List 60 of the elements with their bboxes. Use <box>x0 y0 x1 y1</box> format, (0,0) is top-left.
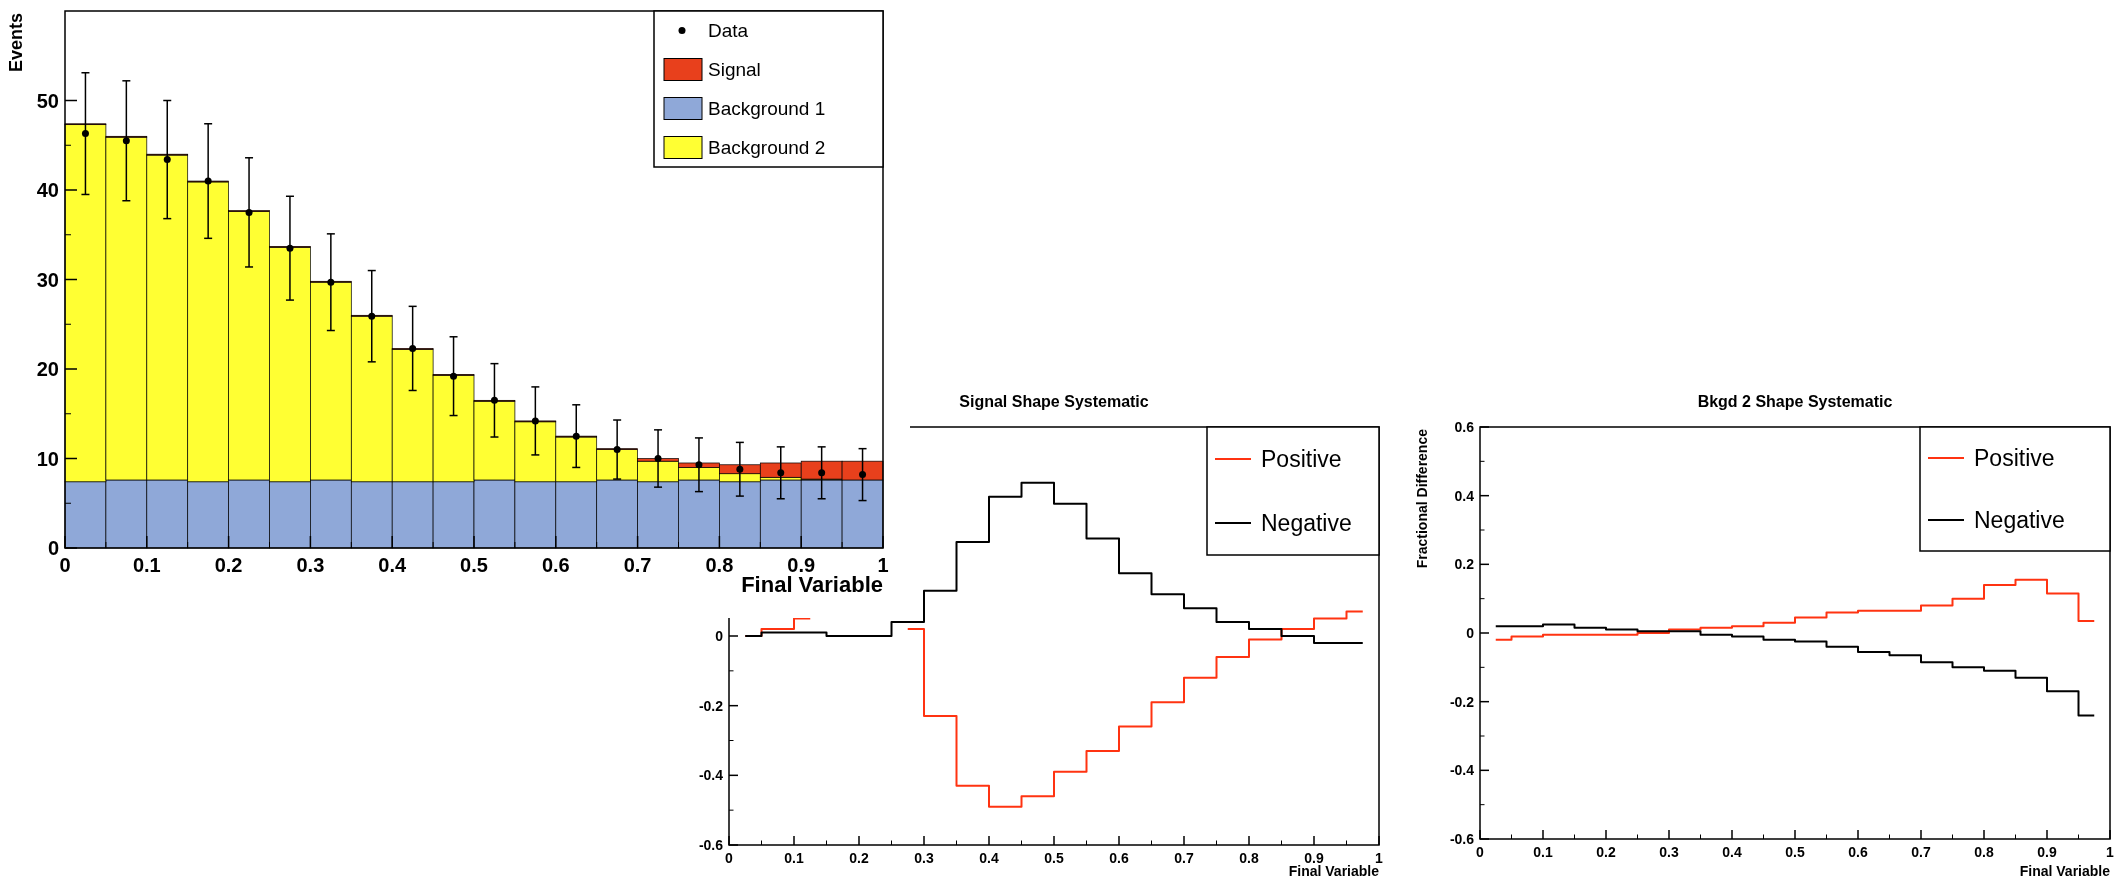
x-axis-title: Final Variable <box>2019 863 2111 879</box>
y-tick-label: -0.6 <box>1449 830 1475 847</box>
legend-label: Background 2 <box>708 137 826 159</box>
y-tick-label: 0.4 <box>1454 487 1475 504</box>
legend-label: Background 1 <box>708 98 826 120</box>
y-tick-label: 20 <box>36 358 59 380</box>
x-tick-label: 0.9 <box>2037 844 2057 860</box>
x-tick-label: 0.1 <box>132 554 161 576</box>
y-tick-label: -0.4 <box>1449 762 1475 779</box>
legend-label: Data <box>708 20 749 42</box>
legend-label: Positive <box>1261 446 1342 473</box>
x-tick-label: 0.2 <box>214 554 243 576</box>
legend-label: Signal <box>708 59 761 81</box>
x-tick-label: 0.6 <box>1109 850 1129 866</box>
legend-label: Negative <box>1261 510 1352 537</box>
x-tick-label: 0 <box>1476 844 1485 860</box>
x-tick-label: 0.8 <box>1239 850 1259 866</box>
x-tick-label: 0.5 <box>1044 850 1064 866</box>
x-tick-label: 0 <box>725 850 734 866</box>
x-axis-title: Final Variable <box>1288 863 1380 879</box>
x-tick-label: 0.2 <box>1596 844 1616 860</box>
y-tick-label: -0.2 <box>1449 693 1475 710</box>
y-tick-label: -0.4 <box>698 767 724 784</box>
legend-label: Negative <box>1974 507 2065 534</box>
y-tick-label: 30 <box>36 268 59 291</box>
y-axis-title: Events <box>6 13 26 73</box>
chart-title: Bkgd 2 Shape Systematic <box>1697 393 1893 410</box>
x-tick-label: 0.7 <box>1174 850 1194 866</box>
x-tick-label: 0.6 <box>541 554 570 576</box>
chart-title: Signal Shape Systematic <box>959 393 1149 410</box>
x-tick-label: 1 <box>1375 850 1384 866</box>
y-tick-label: 0 <box>715 627 724 644</box>
x-tick-label: 0.6 <box>1848 844 1868 860</box>
x-tick-label: 0.3 <box>914 850 934 866</box>
x-tick-label: 0.7 <box>1911 844 1931 860</box>
x-tick-label: 0.4 <box>979 850 999 866</box>
y-tick-label: 50 <box>36 89 59 112</box>
y-tick-label: -0.2 <box>698 697 724 714</box>
x-tick-label: 0.5 <box>460 554 488 576</box>
x-tick-label: 0.8 <box>1974 844 1994 860</box>
y-tick-label: 0 <box>1466 624 1475 641</box>
y-tick-label: 0 <box>47 537 59 559</box>
y-tick-label: 40 <box>36 179 59 201</box>
legend-label: Positive <box>1974 445 2055 472</box>
x-tick-label: 0.1 <box>784 850 804 866</box>
y-axis-title: Fractional Difference <box>1414 428 1430 569</box>
x-tick-label: 0.4 <box>378 554 407 576</box>
y-tick-label: 0.6 <box>1454 418 1475 435</box>
x-tick-label: 0.1 <box>1533 844 1553 860</box>
x-tick-label: 0.4 <box>1722 844 1742 860</box>
y-tick-label: 10 <box>36 447 59 470</box>
x-tick-label: 0.9 <box>1304 850 1324 866</box>
x-tick-label: 0.8 <box>705 554 734 576</box>
y-tick-label: -0.6 <box>698 836 724 853</box>
x-tick-label: 0.3 <box>1659 844 1679 860</box>
x-tick-label: 0.3 <box>296 554 325 576</box>
x-tick-label: 1 <box>2106 844 2115 860</box>
x-tick-label: 0.7 <box>623 554 652 576</box>
x-tick-label: 0.2 <box>849 850 869 866</box>
x-tick-label: 0.5 <box>1785 844 1805 860</box>
